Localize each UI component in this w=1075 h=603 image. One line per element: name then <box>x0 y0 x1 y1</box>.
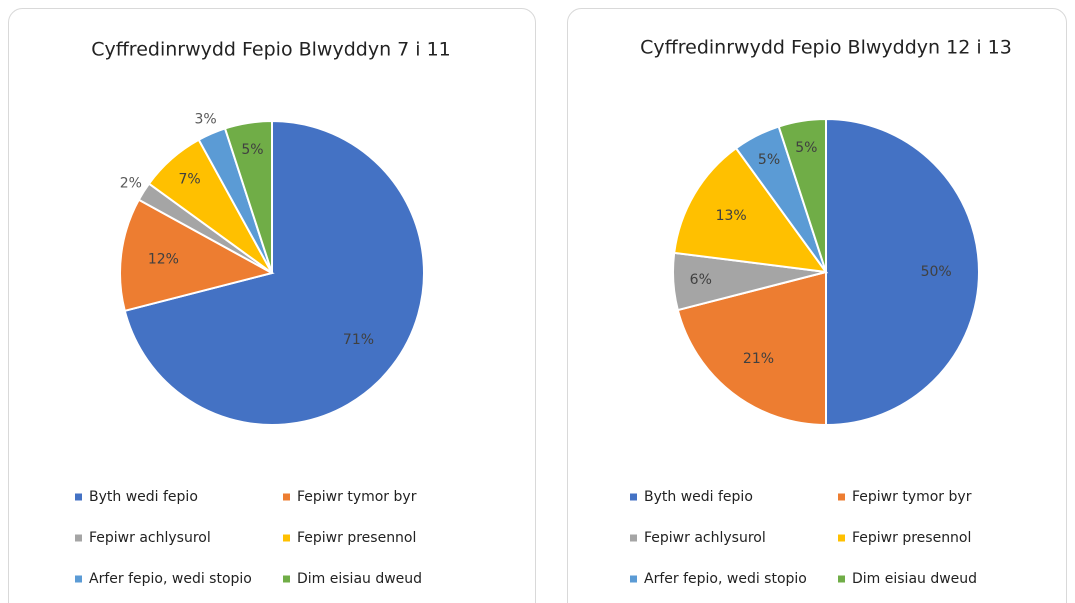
legend-swatch <box>75 534 82 542</box>
data-label: 50% <box>921 264 952 280</box>
legend-label: Byth wedi fepio <box>644 489 753 505</box>
legend-swatch <box>283 575 290 583</box>
legend-swatch <box>838 534 845 542</box>
legend-swatch <box>75 575 82 583</box>
pie-slice <box>123 119 425 426</box>
data-label: 6% <box>690 272 712 288</box>
legend-label: Byth wedi fepio <box>89 489 198 505</box>
chart-title: Cyffredinrwydd Fepio Blwyddyn 12 i 13 <box>640 37 1012 59</box>
legend-label: Fepiwr achlysurol <box>644 530 766 546</box>
pie-slice <box>825 117 980 427</box>
legend-swatch <box>75 493 82 501</box>
legend-swatch <box>283 534 290 542</box>
legend-label: Fepiwr presennol <box>297 530 416 546</box>
legend-label: Fepiwr tymor byr <box>297 489 417 505</box>
pie-slice <box>119 198 275 313</box>
legend-swatch <box>838 575 845 583</box>
data-label: 21% <box>743 351 774 367</box>
legend-label: Fepiwr presennol <box>852 530 971 546</box>
data-label: 12% <box>148 251 179 267</box>
data-label: 2% <box>120 175 142 191</box>
legend-swatch <box>283 493 290 501</box>
pie-slice <box>673 146 829 274</box>
legend-swatch <box>838 493 845 501</box>
data-label: 13% <box>716 208 747 224</box>
legend-label: Fepiwr achlysurol <box>89 530 211 546</box>
data-label: 7% <box>178 172 200 188</box>
legend-label: Arfer fepio, wedi stopio <box>644 571 807 587</box>
legend-swatch <box>630 534 637 542</box>
data-label: 71% <box>343 332 374 348</box>
legend-label: Arfer fepio, wedi stopio <box>89 571 252 587</box>
legend-swatch <box>630 575 637 583</box>
legend-label: Dim eisiau dweud <box>852 571 977 587</box>
pie-slice <box>223 119 273 274</box>
pie-slice <box>676 270 827 427</box>
chart-title: Cyffredinrwydd Fepio Blwyddyn 7 i 11 <box>91 39 451 61</box>
legend-label: Fepiwr tymor byr <box>852 489 972 505</box>
data-label: 5% <box>758 152 780 168</box>
data-label: 5% <box>795 140 817 156</box>
data-label: 3% <box>194 112 216 128</box>
legend-swatch <box>630 493 637 501</box>
legend-label: Dim eisiau dweud <box>297 571 422 587</box>
data-label: 5% <box>241 142 263 158</box>
pie-slice <box>777 117 827 273</box>
